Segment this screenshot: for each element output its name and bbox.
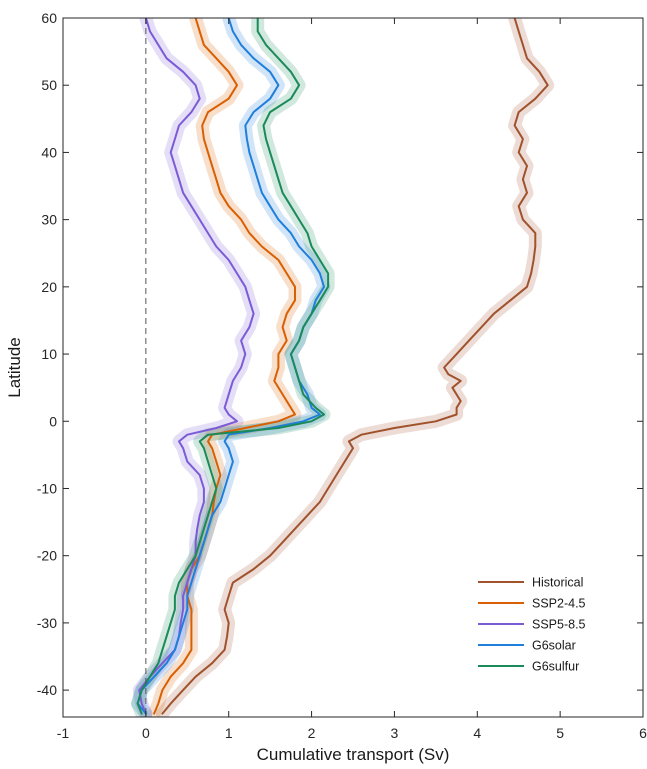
line-g6solar [136,18,325,715]
y-tick-label: 30 [41,212,57,228]
y-tick-label: 50 [41,77,57,93]
x-tick-label: 1 [225,725,233,741]
legend-label: G6sulfur [532,660,579,674]
y-tick-label: -20 [37,548,57,564]
y-tick-label: 20 [41,279,57,295]
x-tick-label: 4 [473,725,481,741]
legend-label: Historical [532,576,583,590]
axes-box [62,17,644,718]
y-ticks: -40 -30 -20 -10 0 10 20 30 40 50 60 [37,10,643,698]
legend-label: G6solar [532,639,576,653]
y-tick-label: 40 [41,144,57,160]
x-axis-label: Cumulative transport (Sv) [257,745,450,764]
y-axis-label: Latitude [5,337,24,398]
y-tick-label: -40 [37,682,57,698]
line-ssp5-8-5 [138,18,255,715]
legend-label: SSP2-4.5 [532,597,586,611]
x-tick-label: 6 [639,725,647,741]
y-tick-label: 60 [41,10,57,26]
line-historical [161,18,549,715]
y-tick-label: -30 [37,615,57,631]
y-tick-label: 10 [41,346,57,362]
x-tick-label: 3 [391,725,399,741]
series-lines [136,18,549,715]
axes [62,17,644,718]
x-tick-label: -1 [57,725,70,741]
x-tick-label: 2 [308,725,316,741]
legend-label: SSP5-8.5 [532,618,586,632]
x-tick-label: 5 [556,725,564,741]
y-tick-label: 0 [49,413,57,429]
y-tick-label: -10 [37,480,57,496]
x-ticks: -1 0 1 2 3 4 5 6 [57,18,647,741]
line-g6sulfur [136,18,330,715]
x-tick-label: 0 [142,725,150,741]
legend: Historical SSP2-4.5 SSP5-8.5 G6solar G6sulfu… [478,576,586,674]
